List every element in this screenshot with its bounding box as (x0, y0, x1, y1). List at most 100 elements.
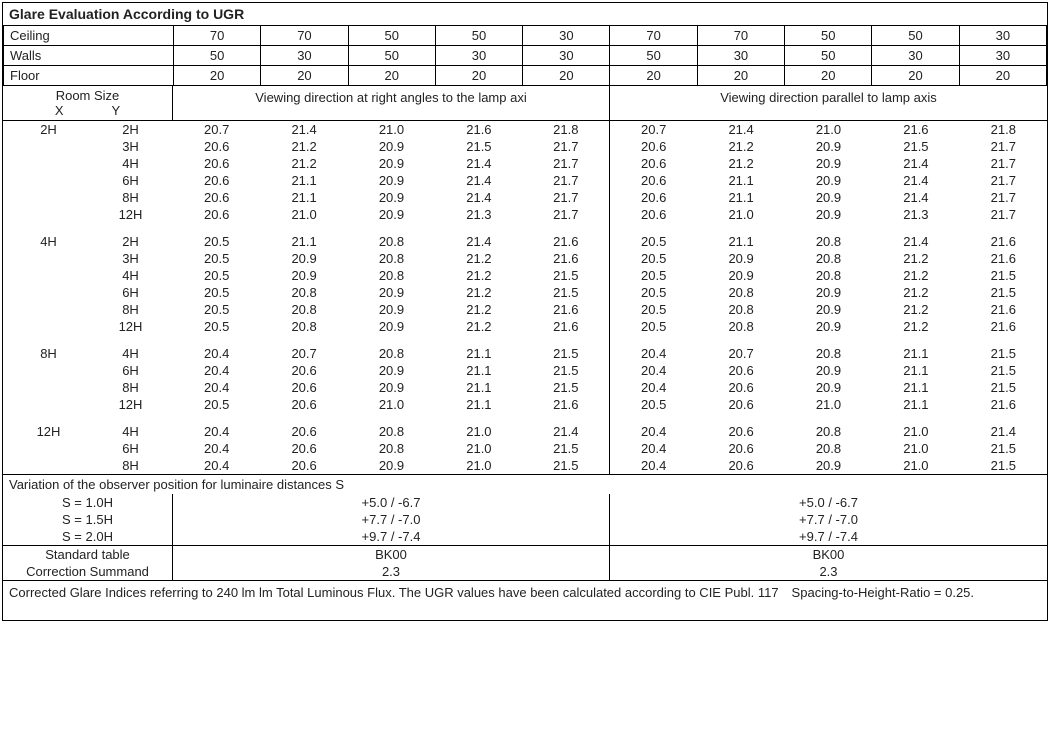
data-cell: 20.4 (610, 457, 697, 474)
room-x (3, 301, 88, 318)
viewing-direction-1: Viewing direction at right angles to the… (173, 86, 610, 120)
data-cell: 21.2 (435, 267, 522, 284)
header-cell: 20 (523, 66, 610, 86)
data-cell: 20.7 (260, 345, 347, 362)
data-cell: 20.6 (173, 172, 260, 189)
data-cell: 20.8 (260, 284, 347, 301)
standard-label: Correction Summand (3, 563, 173, 580)
page-title: Glare Evaluation According to UGR (3, 3, 1047, 26)
data-cell: 20.5 (173, 318, 260, 335)
room-x (3, 189, 88, 206)
data-cell: 21.2 (435, 301, 522, 318)
data-cell: 20.7 (173, 121, 260, 138)
data-cell: 20.9 (348, 155, 435, 172)
data-cell: 20.5 (610, 318, 697, 335)
data-cell: 21.5 (960, 284, 1047, 301)
data-cell: 20.6 (260, 362, 347, 379)
data-cell: 20.9 (348, 379, 435, 396)
room-y: 4H (88, 155, 173, 172)
data-cell: 20.4 (173, 440, 260, 457)
room-x (3, 138, 88, 155)
data-cell: 20.8 (348, 440, 435, 457)
data-cell: 20.4 (610, 423, 697, 440)
data-cell: 21.1 (435, 396, 522, 413)
data-cell: 20.8 (785, 250, 872, 267)
room-x (3, 379, 88, 396)
data-cell: 20.8 (348, 423, 435, 440)
data-cell: 21.2 (435, 318, 522, 335)
header-cell: 20 (174, 66, 261, 86)
header-row-label: Floor (4, 66, 174, 86)
variation-val: +9.7 / -7.4 (173, 528, 610, 545)
viewing-direction-2: Viewing direction parallel to lamp axis (610, 86, 1047, 120)
room-y: 2H (88, 121, 173, 138)
variation-s: S = 1.0H (3, 494, 173, 511)
data-cell: 21.8 (960, 121, 1047, 138)
data-cell: 20.9 (697, 267, 784, 284)
data-cell: 21.7 (523, 206, 610, 223)
data-cell: 21.4 (872, 155, 959, 172)
data-cell: 21.5 (435, 138, 522, 155)
subheader-row: Room Size X Y Viewing direction at right… (3, 86, 1047, 121)
data-cell: 21.2 (872, 267, 959, 284)
data-cell: 21.6 (523, 250, 610, 267)
data-cell: 20.9 (785, 155, 872, 172)
data-cell: 21.2 (872, 284, 959, 301)
data-cell: 20.5 (610, 267, 697, 284)
variation-grid: S = 1.0H+5.0 / -6.7+5.0 / -6.7S = 1.5H+7… (3, 494, 1047, 545)
data-cell: 20.8 (697, 318, 784, 335)
room-y: 4H (88, 267, 173, 284)
data-cell: 20.6 (610, 172, 697, 189)
data-cell: 21.0 (785, 396, 872, 413)
room-y: 3H (88, 138, 173, 155)
data-cell: 20.6 (697, 362, 784, 379)
data-cell: 20.6 (173, 189, 260, 206)
header-row-label: Walls (4, 46, 174, 66)
data-cell: 20.4 (173, 362, 260, 379)
header-cell: 20 (697, 66, 784, 86)
room-x (3, 206, 88, 223)
room-y: 2H (88, 233, 173, 250)
variation-title: Variation of the observer position for l… (3, 474, 1047, 494)
data-cell: 21.7 (960, 138, 1047, 155)
header-cell: 50 (785, 46, 872, 66)
data-cell: 21.3 (435, 206, 522, 223)
header-cell: 20 (610, 66, 697, 86)
standard-val: 2.3 (610, 563, 1047, 580)
data-cell: 20.9 (785, 362, 872, 379)
data-cell: 20.9 (348, 138, 435, 155)
header-cell: 20 (435, 66, 522, 86)
data-cell: 21.1 (435, 379, 522, 396)
data-cell: 20.9 (785, 138, 872, 155)
data-cell: 21.0 (348, 396, 435, 413)
data-cell: 21.5 (960, 457, 1047, 474)
header-cell: 70 (174, 26, 261, 46)
data-cell: 20.6 (697, 396, 784, 413)
data-cell: 20.8 (348, 233, 435, 250)
standard-label: Standard table (3, 546, 173, 563)
data-cell: 20.9 (697, 250, 784, 267)
variation-s: S = 1.5H (3, 511, 173, 528)
data-cell: 21.1 (697, 233, 784, 250)
data-cell: 20.6 (610, 155, 697, 172)
header-row-label: Ceiling (4, 26, 174, 46)
data-cell: 21.5 (872, 138, 959, 155)
standard-val: BK00 (173, 546, 610, 563)
header-cell: 30 (435, 46, 522, 66)
data-cell: 21.7 (523, 189, 610, 206)
data-cell: 20.9 (785, 172, 872, 189)
data-cell: 20.9 (785, 318, 872, 335)
data-cell: 20.9 (348, 172, 435, 189)
ugr-data-grid: 2H2H20.721.421.021.621.820.721.421.021.6… (3, 121, 1047, 474)
room-y: 6H (88, 362, 173, 379)
data-cell: 21.1 (872, 345, 959, 362)
data-cell: 20.8 (260, 301, 347, 318)
room-size-header: Room Size X Y (3, 86, 173, 120)
data-cell: 21.0 (260, 206, 347, 223)
data-cell: 21.5 (523, 284, 610, 301)
header-cell: 20 (959, 66, 1046, 86)
data-cell: 21.5 (960, 440, 1047, 457)
variation-val: +5.0 / -6.7 (173, 494, 610, 511)
data-cell: 21.6 (523, 233, 610, 250)
data-cell: 20.8 (785, 233, 872, 250)
